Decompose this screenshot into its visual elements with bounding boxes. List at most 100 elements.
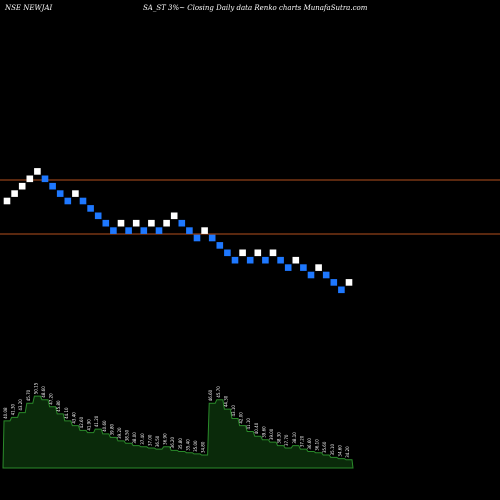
chart-description: SA_ST 3%~ Closing Daily data Renko chart… [143, 4, 368, 12]
volume-label: 36.90 [163, 433, 168, 445]
volume-label: 36.60 [307, 438, 312, 450]
renko-brick [110, 227, 117, 234]
renko-brick [246, 256, 254, 264]
volume-label: 44.10 [64, 407, 69, 419]
renko-brick [254, 249, 262, 257]
renko-brick [269, 249, 277, 257]
volume-label: 43.20 [18, 399, 23, 411]
volume-label: 41.20 [94, 415, 99, 427]
renko-brick [26, 175, 34, 183]
renko-brick [330, 279, 338, 286]
renko-brick [345, 279, 353, 286]
renko-brick [170, 212, 178, 220]
volume-label: 39.20 [117, 427, 122, 439]
renko-brick [18, 182, 26, 190]
renko-brick [140, 227, 148, 234]
volume-label: 46.60 [208, 389, 213, 401]
renko-brick [322, 271, 330, 279]
volume-label: 38.00 [132, 432, 137, 444]
renko-brick [178, 219, 186, 227]
renko-brick [163, 219, 170, 227]
renko-brick [216, 242, 224, 249]
volume-label: 39.60 [261, 426, 266, 438]
renko-brick [224, 249, 231, 257]
volume-label: 37.40 [140, 433, 145, 445]
volume-label: 35.10 [330, 443, 335, 455]
renko-brick [315, 264, 322, 271]
symbol-label: NSE NEWJAI [5, 4, 53, 12]
renko-brick [3, 197, 11, 205]
volume-label: 45.70 [26, 389, 31, 401]
renko-brick [292, 256, 300, 264]
volume-label: 45.80 [56, 400, 61, 412]
renko-brick [87, 205, 94, 212]
volume-label: 50.15 [33, 382, 38, 394]
renko-brick [148, 219, 155, 227]
renko-brick [262, 256, 269, 264]
renko-brick [338, 286, 345, 294]
volume-label: 36.20 [170, 436, 175, 448]
volume-label: 41.30 [11, 403, 16, 415]
renko-brick [155, 227, 163, 234]
volume-label: 39.00 [269, 428, 274, 440]
renko-brick [277, 256, 284, 264]
renko-brick [72, 190, 79, 197]
volume-label: 35.40 [185, 439, 190, 451]
volume-label: 38.30 [277, 432, 282, 444]
volume-label: 34.60 [337, 445, 342, 457]
renko-brick [49, 182, 56, 190]
volume-label: 37.00 [147, 434, 152, 446]
renko-brick [231, 256, 239, 264]
volume-label: 34.20 [345, 446, 350, 458]
volume-label: 40.40 [254, 422, 259, 434]
renko-brick [79, 197, 87, 205]
reference-lines [0, 179, 500, 235]
renko-brick [201, 227, 208, 234]
renko-brick [64, 197, 72, 205]
volume-label: 38.50 [125, 429, 130, 441]
volume-label: 36.10 [315, 439, 320, 451]
renko-brick [102, 219, 110, 227]
volume-label: 44.30 [223, 395, 228, 407]
renko-brick [300, 264, 307, 271]
volume-label: 42.00 [239, 412, 244, 424]
renko-brick [307, 271, 315, 279]
volume-label: 48.60 [41, 386, 46, 398]
volume-label: 45.70 [216, 386, 221, 398]
volume-label: 40.60 [102, 420, 107, 432]
volume-label: 40.08 [3, 407, 8, 419]
volume-label: 37.20 [299, 435, 304, 447]
volume-label: 42.60 [79, 416, 84, 428]
volume-label: 47.20 [49, 393, 54, 405]
renko-brick [132, 219, 140, 227]
volume-label: 41.90 [87, 419, 92, 431]
renko-brick [11, 190, 18, 197]
volume-label: 41.10 [246, 418, 251, 430]
renko-brick [284, 264, 292, 271]
renko-brick [193, 234, 201, 242]
renko-brick [239, 249, 246, 257]
volume-label: 39.80 [109, 423, 114, 435]
volume-area [2, 395, 354, 469]
renko-brick [41, 175, 49, 183]
volume-area-path [2, 395, 354, 469]
volume-label: 37.70 [284, 434, 289, 446]
volume-label: 43.10 [231, 405, 236, 417]
volume-label: 35.00 [193, 440, 198, 452]
renko-brick [125, 227, 132, 234]
volume-label: 35.80 [178, 438, 183, 450]
volume-label: 43.40 [71, 412, 76, 424]
renko-brick [208, 234, 216, 242]
volume-label: 38.10 [292, 432, 297, 444]
volume-label: 34.80 [201, 441, 206, 453]
volume-label: 35.60 [322, 441, 327, 453]
renko-bricks [3, 168, 353, 294]
renko-brick [56, 190, 64, 197]
volume-label: 36.50 [155, 435, 160, 447]
renko-brick [34, 168, 41, 175]
renko-brick [117, 219, 125, 227]
renko-brick [186, 227, 193, 234]
